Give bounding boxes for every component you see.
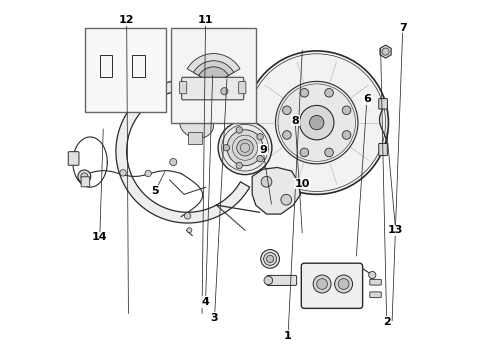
Circle shape [187,228,192,233]
Circle shape [310,116,324,130]
FancyBboxPatch shape [68,152,79,165]
Circle shape [223,144,230,151]
Text: 10: 10 [294,179,310,189]
Circle shape [218,121,272,175]
Circle shape [227,130,263,166]
Circle shape [221,87,228,95]
Circle shape [325,148,333,157]
Text: 9: 9 [259,144,267,154]
Circle shape [264,252,276,265]
Circle shape [78,170,91,183]
Circle shape [283,106,291,114]
Circle shape [261,176,272,187]
Text: 14: 14 [92,232,108,242]
Wedge shape [187,54,240,84]
Circle shape [281,194,292,205]
Polygon shape [380,45,391,58]
Circle shape [221,80,228,87]
Circle shape [325,89,333,97]
Circle shape [283,131,291,139]
Circle shape [257,156,263,162]
FancyBboxPatch shape [370,292,381,298]
Circle shape [170,158,177,166]
Wedge shape [199,67,228,84]
Circle shape [335,275,353,293]
FancyBboxPatch shape [301,263,363,309]
Bar [85,28,166,112]
Text: 13: 13 [388,225,403,235]
Circle shape [342,131,351,139]
Circle shape [81,173,88,180]
Circle shape [120,170,126,176]
Circle shape [275,81,358,164]
Circle shape [245,51,389,194]
Text: 11: 11 [198,15,213,26]
Circle shape [317,279,327,289]
Circle shape [299,105,334,140]
FancyBboxPatch shape [239,82,246,94]
Text: 2: 2 [383,317,391,327]
Circle shape [300,148,309,157]
Circle shape [342,106,351,114]
Wedge shape [194,61,234,84]
FancyBboxPatch shape [81,177,90,187]
Bar [172,28,256,123]
Circle shape [368,271,376,279]
Polygon shape [116,80,250,223]
Circle shape [236,127,243,133]
Ellipse shape [180,111,214,138]
Circle shape [184,213,191,219]
Polygon shape [252,167,300,214]
Circle shape [313,275,331,293]
Circle shape [230,83,238,90]
Circle shape [382,48,389,55]
Text: 7: 7 [399,23,407,33]
FancyBboxPatch shape [379,99,388,109]
FancyBboxPatch shape [188,132,202,144]
Circle shape [338,279,349,289]
FancyBboxPatch shape [179,82,187,94]
Text: 5: 5 [151,186,159,196]
Text: 8: 8 [292,116,299,126]
FancyBboxPatch shape [379,143,388,156]
Text: 3: 3 [211,313,219,323]
Circle shape [145,170,151,177]
Circle shape [236,162,243,169]
FancyBboxPatch shape [182,77,244,100]
Text: 6: 6 [363,94,371,104]
Circle shape [261,249,279,268]
FancyBboxPatch shape [267,275,296,285]
Text: 4: 4 [201,297,210,307]
Circle shape [300,89,309,97]
FancyBboxPatch shape [370,279,381,285]
Text: 12: 12 [119,15,134,26]
Circle shape [257,134,263,140]
Circle shape [264,276,272,285]
Circle shape [237,139,253,156]
Text: 1: 1 [284,331,292,341]
Circle shape [267,255,274,262]
